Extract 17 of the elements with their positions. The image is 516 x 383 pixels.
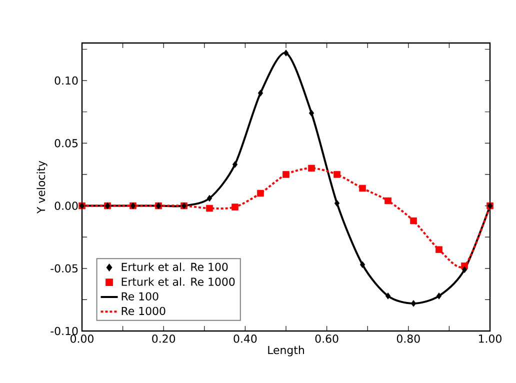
y-tick-label: 0.00 [54,202,78,210]
y-tick-label: -0.10 [50,326,78,336]
legend-label: Re 1000 [122,306,166,316]
x-tick-label: 0.60 [315,334,338,343]
legend-label: Re 100 [122,292,158,300]
x-tick-label: 0.20 [152,334,176,343]
y-axis-title: Y velocity [36,160,48,214]
x-axis-title: Length [268,346,304,356]
y-tick-label: -0.05 [50,264,78,273]
legend-label: Erturk et al. Re 100 [122,262,228,272]
y-tick-label: 0.05 [54,139,78,148]
x-tick-label: 1.00 [479,334,502,343]
x-tick-label: 0.40 [234,334,257,343]
x-tick-label: 0.80 [396,334,420,343]
x-tick-label: 0.00 [70,334,94,343]
legend-label: Erturk et al. Re 1000 [122,277,235,286]
y-tick-label: 0.10 [54,76,78,85]
